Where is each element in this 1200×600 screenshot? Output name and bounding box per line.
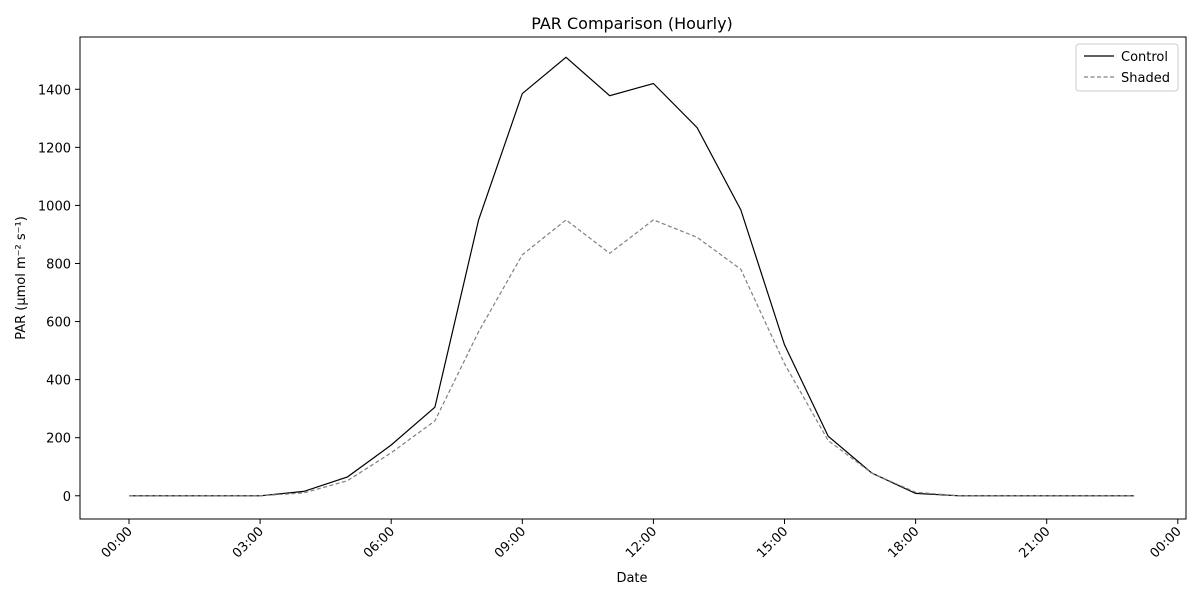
legend-label-shaded: Shaded (1121, 71, 1170, 86)
x-tick-label: 00:00 (1148, 524, 1185, 561)
y-axis-label: PAR (µmol m⁻² s⁻¹) (14, 216, 29, 340)
y-tick-label: 600 (46, 316, 71, 331)
y-tick-label: 0 (63, 490, 71, 505)
series-layer (129, 56, 1135, 497)
y-tick-label: 800 (46, 257, 71, 272)
y-tick-label: 1200 (38, 141, 71, 156)
legend-label-control: Control (1121, 50, 1168, 65)
x-tick-label: 00:00 (99, 524, 136, 561)
series-line-control (129, 56, 1135, 497)
x-tick-label: 03:00 (230, 524, 267, 561)
x-tick-label: 18:00 (885, 524, 922, 561)
y-tick-label: 1000 (38, 199, 71, 214)
x-tick-label: 21:00 (1016, 524, 1053, 561)
y-tick-label: 400 (46, 374, 71, 389)
x-axis-label: Date (616, 571, 647, 586)
x-tick-label: 09:00 (492, 524, 529, 561)
plot-area (79, 36, 1187, 520)
x-tick-label: 15:00 (754, 524, 791, 561)
y-tick-label: 200 (46, 432, 71, 447)
x-axis: 00:00 03:00 06:00 09:00 12:00 15:00 18:00 21:00… (99, 519, 1185, 561)
chart-title: PAR Comparison (Hourly) (531, 14, 733, 33)
y-tick-label: 1400 (38, 83, 71, 98)
y-axis: 0 200 400 600 800 1000 1200 1400 (38, 83, 80, 505)
x-tick-label: 12:00 (623, 524, 660, 561)
x-tick-label: 06:00 (361, 524, 398, 561)
series-line-shaded (129, 219, 1135, 497)
legend: Control Shaded (1075, 43, 1179, 92)
